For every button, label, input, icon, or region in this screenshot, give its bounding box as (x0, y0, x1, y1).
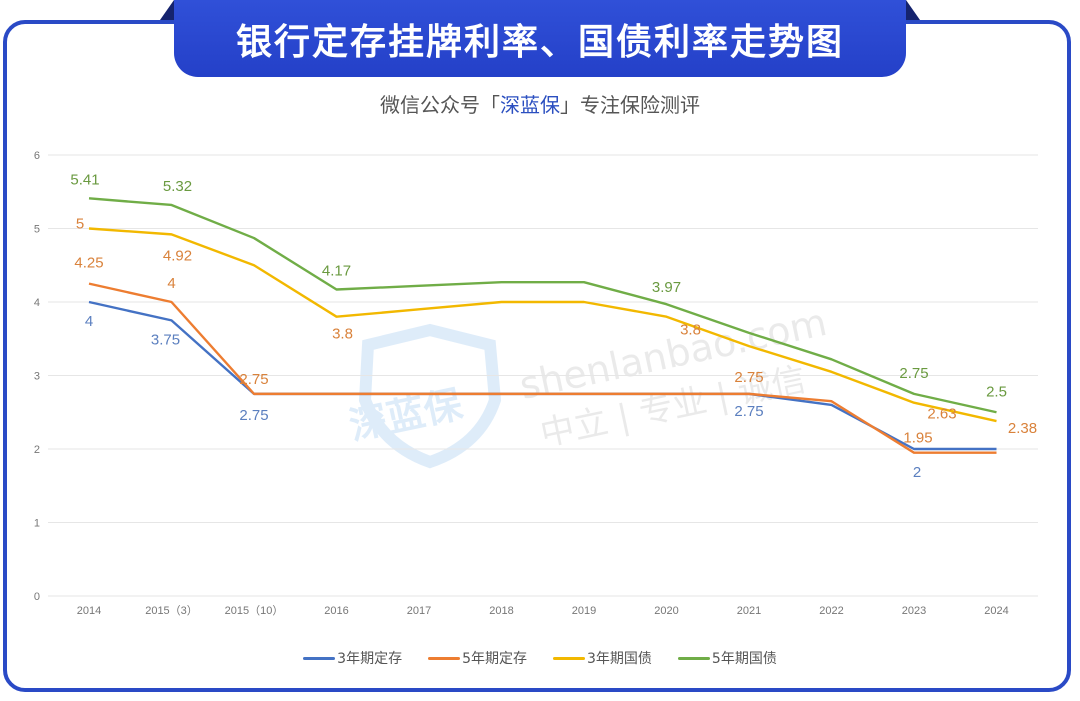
data-label: 2.38 (1008, 420, 1037, 437)
y-tick-label: 6 (34, 150, 40, 162)
data-label: 3.75 (151, 331, 180, 348)
data-label: 2.75 (239, 407, 268, 424)
x-tick-label: 2019 (572, 605, 596, 617)
data-label: 2.63 (927, 406, 956, 423)
data-label: 3.8 (332, 326, 353, 343)
y-tick-label: 5 (34, 224, 40, 236)
y-tick-label: 0 (34, 591, 40, 603)
y-tick-label: 1 (34, 518, 40, 530)
title-fold-left (160, 0, 174, 20)
x-tick-label: 2022 (819, 605, 843, 617)
legend-label: 3年期定存 (337, 651, 403, 667)
data-label: 4.17 (322, 263, 351, 280)
legend-item-1[interactable]: 5年期定存 (428, 648, 527, 668)
chart-legend: 3年期定存 5年期定存 3年期国债 5年期国债 (0, 648, 1080, 668)
legend-label: 3年期国债 (587, 651, 652, 667)
data-label: 4.92 (163, 247, 192, 264)
legend-item-3[interactable]: 5年期国债 (677, 648, 777, 668)
data-label: 4 (85, 313, 93, 330)
y-tick-label: 4 (34, 297, 40, 309)
data-label: 3.8 (680, 322, 701, 339)
legend-label: 5年期定存 (462, 651, 527, 667)
data-label: 4 (167, 275, 175, 292)
y-tick-label: 2 (34, 444, 40, 456)
data-label: 2.75 (899, 365, 928, 382)
legend-swatch-icon (553, 656, 585, 660)
x-tick-label: 2018 (489, 605, 513, 617)
legend-swatch-icon (303, 656, 336, 660)
chart-title: 银行定存挂牌利率、国债利率走势图 (235, 21, 844, 63)
data-label: 4.25 (74, 255, 103, 272)
data-label: 2.75 (734, 403, 763, 420)
series-line-1 (88, 282, 997, 454)
x-tick-label: 2014 (77, 605, 101, 617)
title-banner: 银行定存挂牌利率、国债利率走势图 (174, 0, 906, 77)
subtitle-suffix: 」专注保险测评 (560, 93, 700, 117)
x-tick-label: 2017 (407, 605, 431, 617)
data-label: 3.97 (652, 279, 681, 296)
data-label: 1.95 (903, 430, 932, 447)
x-tick-label: 2021 (737, 605, 761, 617)
data-label: 5 (76, 216, 84, 233)
legend-swatch-icon (428, 656, 461, 660)
chart-subtitle: 微信公众号「深蓝保」专注保险测评 (0, 89, 1080, 118)
subtitle-brand: 深蓝保 (500, 93, 560, 117)
legend-item-2[interactable]: 3年期国债 (553, 648, 652, 668)
y-tick-label: 3 (34, 371, 40, 383)
x-tick-label: 2023 (902, 605, 926, 617)
chart-frame (3, 20, 1071, 692)
data-label: 5.41 (70, 171, 99, 188)
subtitle-prefix: 微信公众号「 (380, 93, 500, 117)
x-tick-label: 2015（10） (225, 604, 284, 617)
x-tick-label: 2020 (654, 605, 678, 617)
data-label: 2.5 (986, 383, 1007, 400)
data-label: 2.75 (239, 371, 268, 388)
x-tick-label: 2015（3） (145, 604, 198, 617)
legend-item-0[interactable]: 3年期定存 (303, 648, 402, 668)
title-fold-right (906, 0, 920, 20)
data-label: 2.75 (734, 369, 763, 386)
series-line-3 (88, 197, 997, 414)
x-tick-label: 2016 (324, 605, 348, 617)
series-line-2 (88, 227, 997, 423)
data-label: 5.32 (163, 178, 192, 195)
legend-swatch-icon (677, 656, 710, 660)
x-tick-label: 2024 (984, 605, 1008, 617)
legend-label: 5年期国债 (711, 651, 777, 667)
data-label: 2 (913, 464, 921, 481)
